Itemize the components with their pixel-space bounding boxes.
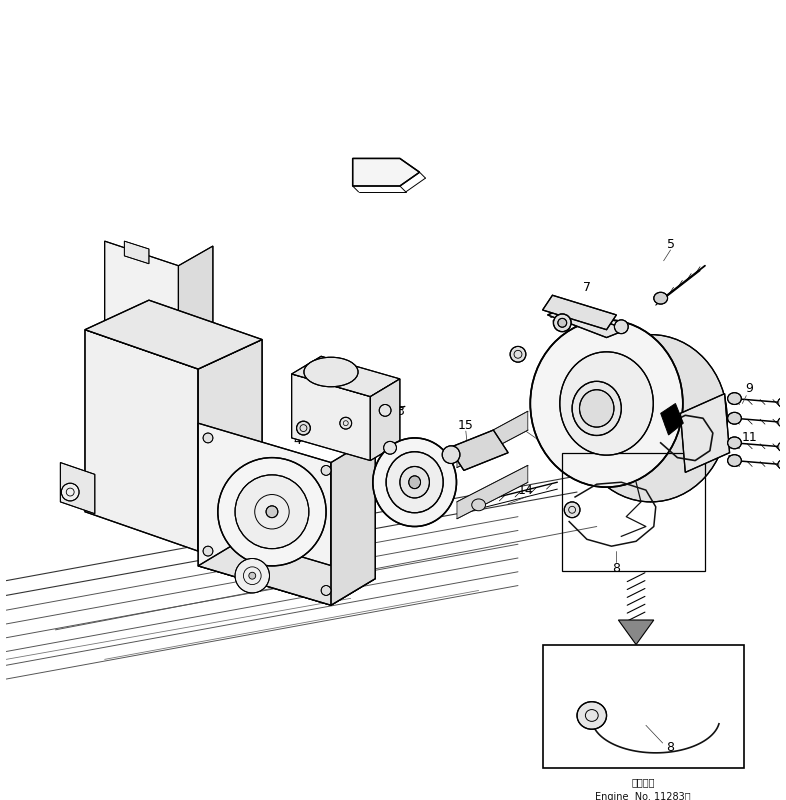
Ellipse shape: [386, 452, 443, 513]
Text: 7: 7: [549, 309, 556, 322]
Polygon shape: [457, 411, 528, 467]
Ellipse shape: [321, 586, 331, 595]
Polygon shape: [85, 330, 198, 551]
Polygon shape: [548, 307, 626, 338]
Ellipse shape: [321, 466, 331, 475]
Polygon shape: [370, 379, 400, 461]
Ellipse shape: [531, 320, 683, 487]
Ellipse shape: [443, 446, 460, 463]
Text: 8: 8: [612, 562, 620, 575]
Text: Engine  No. 11283～: Engine No. 11283～: [595, 792, 691, 800]
Bar: [562, 453, 705, 570]
Ellipse shape: [572, 382, 621, 435]
Polygon shape: [85, 300, 262, 369]
Ellipse shape: [510, 346, 526, 362]
Text: 適用号機: 適用号機: [631, 778, 655, 787]
Text: 7: 7: [583, 281, 591, 294]
Ellipse shape: [728, 437, 741, 449]
Ellipse shape: [560, 352, 653, 455]
Ellipse shape: [472, 499, 486, 510]
Text: 14: 14: [518, 483, 534, 497]
Polygon shape: [353, 158, 420, 186]
Text: a: a: [572, 316, 582, 330]
Polygon shape: [292, 374, 370, 461]
Text: 3: 3: [396, 405, 404, 418]
Text: 12: 12: [726, 454, 742, 467]
Ellipse shape: [564, 502, 580, 518]
Ellipse shape: [778, 418, 786, 427]
Text: 15: 15: [458, 418, 474, 432]
Text: a: a: [403, 466, 413, 479]
Ellipse shape: [728, 393, 741, 405]
Ellipse shape: [615, 320, 628, 334]
Ellipse shape: [203, 433, 213, 443]
Ellipse shape: [379, 405, 391, 416]
Ellipse shape: [778, 398, 786, 407]
Text: 6: 6: [514, 348, 522, 361]
Text: FWD: FWD: [368, 167, 397, 178]
Polygon shape: [542, 295, 616, 330]
Ellipse shape: [553, 314, 571, 332]
Polygon shape: [124, 241, 149, 264]
Ellipse shape: [384, 442, 396, 454]
Ellipse shape: [593, 389, 620, 418]
Polygon shape: [681, 394, 729, 472]
Polygon shape: [449, 430, 508, 470]
Text: 5: 5: [667, 238, 674, 250]
Polygon shape: [331, 436, 375, 606]
Ellipse shape: [218, 458, 326, 566]
Polygon shape: [292, 356, 400, 397]
Polygon shape: [619, 620, 654, 645]
Ellipse shape: [728, 412, 741, 424]
Ellipse shape: [409, 476, 421, 489]
Polygon shape: [661, 403, 683, 435]
Ellipse shape: [235, 475, 309, 549]
Text: 4: 4: [294, 434, 302, 447]
Text: 10: 10: [697, 405, 713, 418]
Text: 1: 1: [519, 417, 527, 430]
Polygon shape: [457, 466, 528, 518]
Ellipse shape: [579, 390, 614, 427]
Ellipse shape: [249, 572, 255, 579]
Ellipse shape: [373, 438, 457, 526]
Text: 8: 8: [667, 742, 674, 754]
Text: 2: 2: [349, 423, 357, 437]
Polygon shape: [607, 320, 651, 502]
Text: 9: 9: [745, 382, 753, 395]
Bar: [542, 645, 744, 768]
Ellipse shape: [577, 702, 607, 730]
Polygon shape: [105, 305, 213, 350]
Ellipse shape: [61, 483, 79, 501]
Ellipse shape: [654, 292, 667, 304]
Polygon shape: [178, 246, 213, 350]
Ellipse shape: [558, 318, 567, 327]
Polygon shape: [105, 241, 178, 350]
Ellipse shape: [340, 418, 351, 429]
Ellipse shape: [203, 546, 213, 556]
Ellipse shape: [266, 506, 278, 518]
Text: Water  Pump: Water Pump: [236, 514, 299, 524]
Ellipse shape: [235, 558, 270, 593]
Polygon shape: [198, 539, 375, 606]
Text: 11: 11: [741, 431, 757, 445]
Ellipse shape: [778, 442, 786, 452]
Polygon shape: [198, 339, 262, 551]
Polygon shape: [198, 423, 331, 606]
Ellipse shape: [575, 334, 727, 502]
Ellipse shape: [304, 358, 358, 386]
Ellipse shape: [728, 454, 741, 466]
Ellipse shape: [400, 466, 429, 498]
Ellipse shape: [778, 459, 786, 470]
Text: ウォータポンプ: ウォータポンプ: [247, 497, 288, 507]
Ellipse shape: [296, 422, 310, 435]
Polygon shape: [61, 462, 95, 514]
Text: 13: 13: [400, 451, 416, 464]
